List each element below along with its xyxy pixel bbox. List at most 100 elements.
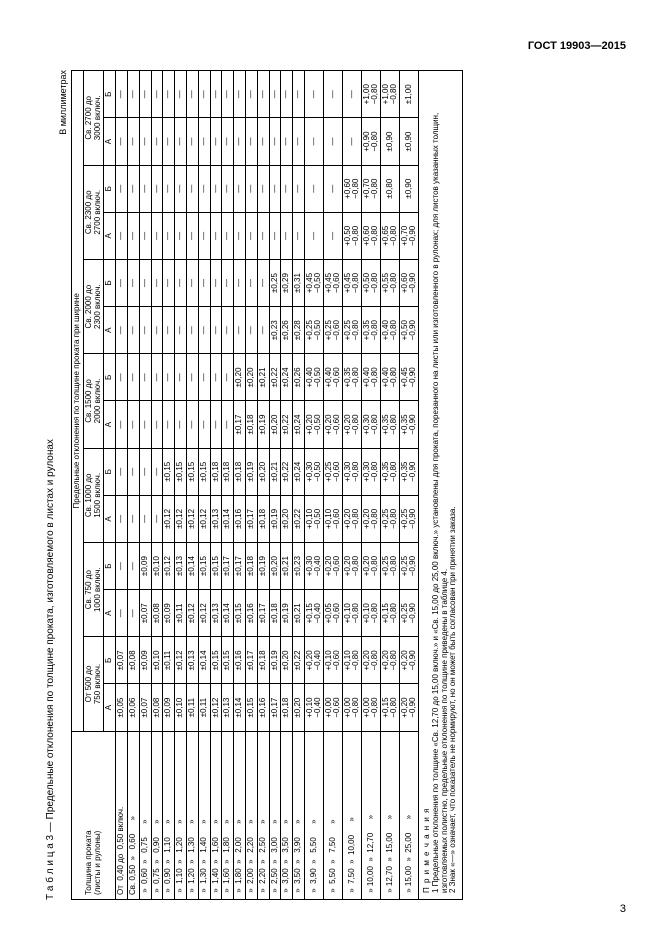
cell-value: ±0,18	[210, 448, 222, 495]
cell-value: +0,15−0,80	[380, 590, 399, 637]
cell-value: ±0,11	[186, 684, 198, 731]
cell-value: ±0,17	[234, 401, 246, 448]
cell-value: —	[257, 212, 269, 259]
th-subA-3: А	[104, 401, 116, 448]
cell-thickness: » 2,50 » 3,00 »	[269, 731, 281, 899]
cell-value: —	[234, 307, 246, 354]
cell-value: —	[323, 71, 342, 118]
cell-value: —	[151, 212, 163, 259]
cell-value: ±0,12	[198, 590, 210, 637]
cell-value: ±0,07	[139, 684, 151, 731]
cell-value: ±0,12	[198, 495, 210, 542]
cell-value: +1,00−0,80	[380, 71, 399, 118]
units-label: В миллиметрах	[58, 70, 68, 900]
cell-value: +0,25−0,60	[323, 448, 342, 495]
cell-value: —	[163, 401, 175, 448]
cell-value: —	[293, 165, 305, 212]
cell-value: +0,20−0,90	[399, 684, 418, 731]
cell-value: ±0,17	[222, 542, 234, 589]
cell-value: ±0,08	[151, 684, 163, 731]
cell-value: +0,25−0,80	[342, 307, 361, 354]
cell-value: ±0,19	[245, 448, 257, 495]
cell-value: ±0,22	[281, 448, 293, 495]
cell-value: —	[323, 118, 342, 165]
th-subA-5: А	[104, 212, 116, 259]
cell-value: —	[245, 71, 257, 118]
cell-value: +0,35−0,80	[380, 401, 399, 448]
cell-value: —	[198, 118, 210, 165]
cell-value: ±1,00	[399, 71, 418, 118]
cell-value: +0,20−0,80	[342, 495, 361, 542]
cell-value: ±0,20	[269, 401, 281, 448]
cell-value: —	[163, 354, 175, 401]
table-row: » 10,00 » 12,70 »+0,00−0,80+0,20−0,80+0,…	[361, 71, 380, 900]
cell-value: —	[342, 118, 361, 165]
cell-value: ±0,21	[257, 354, 269, 401]
cell-value: ±0,07	[116, 637, 128, 684]
cell-value: ±0,19	[257, 401, 269, 448]
cell-value: —	[151, 259, 163, 306]
cell-value: —	[198, 307, 210, 354]
cell-thickness: » 1,20 » 1,30 »	[186, 731, 198, 899]
cell-value: +0,65−0,80	[380, 212, 399, 259]
cell-value: +0,55−0,80	[380, 259, 399, 306]
cell-value: +0,50−0,80	[361, 259, 380, 306]
notes-line2: 2 Знак «—» означает, что показатель не н…	[449, 77, 458, 893]
cell-value: —	[245, 118, 257, 165]
cell-value: ±0,24	[293, 448, 305, 495]
cell-value: +0,10−0,60	[323, 637, 342, 684]
table-row: » 3,50 » 3,90 »±0,20±0,22±0,21±0,23±0,22…	[293, 71, 305, 900]
cell-value: +0,25−0,90	[399, 590, 418, 637]
cell-value: —	[245, 165, 257, 212]
cell-value: —	[186, 212, 198, 259]
cell-value: —	[198, 259, 210, 306]
cell-value: —	[198, 71, 210, 118]
cell-thickness: » 12,70 » 15,00 »	[380, 731, 399, 899]
cell-value: ±0,10	[151, 542, 163, 589]
cell-value: +0,00−0,80	[342, 684, 361, 731]
cell-value: —	[163, 165, 175, 212]
cell-value: ±0,15	[163, 448, 175, 495]
cell-value: +0,25−0,80	[380, 542, 399, 589]
cell-value: —	[163, 259, 175, 306]
table-row: » 2,50 » 3,00 »±0,17±0,19±0,18±0,20±0,19…	[269, 71, 281, 900]
th-subB-2: Б	[104, 448, 116, 495]
cell-value: ±0,24	[281, 354, 293, 401]
cell-value: +0,90−0,80	[361, 118, 380, 165]
th-subB-0: Б	[104, 637, 116, 684]
cell-value: —	[198, 212, 210, 259]
table-container: Т а б л и ц а 3 — Предельные отклонения …	[45, 70, 620, 900]
table-row: » 3,00 » 3,50 »±0,18±0,20±0,19±0,21±0,20…	[281, 71, 293, 900]
page-number: 3	[620, 903, 626, 915]
cell-value: ±0,18	[281, 684, 293, 731]
th-main: Предельные отклонения по толщине проката…	[72, 71, 84, 732]
cell-value: ±0,15	[186, 448, 198, 495]
cell-value: ±0,80	[380, 165, 399, 212]
cell-value: ±0,09	[163, 684, 175, 731]
cell-thickness: » 2,00 » 2,20 »	[245, 731, 257, 899]
cell-value: —	[186, 118, 198, 165]
cell-value: +0,20−0,80	[361, 495, 380, 542]
cell-value: —	[257, 165, 269, 212]
cell-value: ±0,14	[198, 637, 210, 684]
cell-thickness: » 3,50 » 3,90 »	[293, 731, 305, 899]
cell-value: —	[139, 259, 151, 306]
cell-thickness: » 1,60 » 1,80 »	[222, 731, 234, 899]
cell-value: —	[293, 71, 305, 118]
cell-value: +0,45−0,50	[304, 259, 323, 306]
cell-value: —	[186, 307, 198, 354]
cell-value: ±0,21	[293, 590, 305, 637]
cell-value: —	[175, 118, 187, 165]
th-width-2: Св. 1000 до1500 включ.	[83, 448, 104, 542]
cell-value: +0,30−0,40	[304, 542, 323, 589]
cell-value: —	[163, 212, 175, 259]
th-subB-6: Б	[104, 71, 116, 118]
cell-value: —	[151, 495, 163, 542]
cell-value: ±0,09	[139, 637, 151, 684]
cell-value: ±0,12	[175, 637, 187, 684]
th-subB-1: Б	[104, 542, 116, 589]
cell-value: ±0,20	[281, 495, 293, 542]
cell-value: —	[257, 71, 269, 118]
cell-value: —	[175, 354, 187, 401]
cell-value: —	[127, 590, 139, 637]
